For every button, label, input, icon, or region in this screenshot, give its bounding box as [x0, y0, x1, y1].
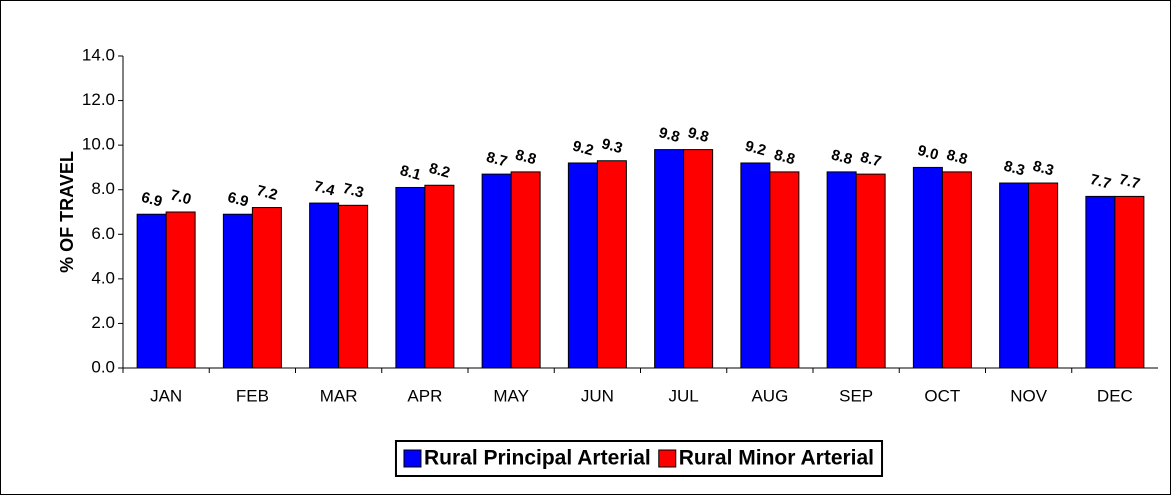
bar — [567, 162, 598, 369]
legend: Rural Principal Arterial Rural Minor Arte… — [394, 440, 884, 477]
value-label: 9.8 — [686, 124, 711, 146]
value-label: 8.7 — [484, 149, 509, 171]
x-tick-label: OCT — [924, 386, 960, 405]
x-tick-label: APR — [407, 386, 442, 405]
y-tick-label: 2.0 — [91, 313, 115, 332]
value-label: 6.9 — [139, 189, 164, 211]
y-tick-label: 14.0 — [82, 45, 115, 64]
value-label: 7.0 — [168, 187, 193, 209]
legend-swatch — [403, 449, 422, 468]
x-tick-label: JUN — [581, 386, 614, 405]
value-label: 9.2 — [571, 138, 596, 160]
x-tick-label: JAN — [150, 386, 182, 405]
bar — [1114, 195, 1145, 369]
value-label: 9.3 — [600, 135, 625, 157]
value-label: 6.9 — [226, 189, 251, 211]
bar — [481, 173, 512, 369]
bar — [395, 186, 426, 369]
y-tick-label: 0.0 — [91, 357, 115, 376]
bar — [510, 171, 541, 369]
bar — [912, 166, 943, 369]
x-tick-label: NOV — [1010, 386, 1048, 405]
value-label: 7.7 — [1088, 171, 1113, 193]
x-tick-label: SEP — [839, 386, 873, 405]
bar — [165, 211, 196, 369]
value-label: 8.8 — [829, 146, 854, 168]
bar — [338, 204, 369, 369]
legend-swatch — [658, 449, 677, 468]
y-axis-label: % OF TRAVEL — [57, 151, 77, 273]
value-label: 9.2 — [743, 138, 768, 160]
y-tick-label: 12.0 — [82, 90, 115, 109]
bar — [826, 171, 857, 369]
value-label: 7.3 — [341, 180, 366, 202]
x-tick-label: AUG — [751, 386, 788, 405]
bar — [136, 213, 167, 369]
value-label: 8.8 — [772, 146, 797, 168]
value-label: 7.7 — [1117, 171, 1142, 193]
value-label: 9.0 — [916, 142, 941, 164]
y-tick-label: 6.0 — [91, 224, 115, 243]
value-label: 8.3 — [1002, 158, 1027, 180]
bar — [309, 202, 340, 369]
bar — [855, 173, 886, 369]
value-label: 8.8 — [513, 146, 538, 168]
bar — [654, 149, 685, 369]
bar — [683, 149, 714, 369]
value-label: 8.2 — [427, 160, 452, 182]
legend-label: Rural Principal Arterial — [424, 447, 651, 470]
value-label: 8.8 — [945, 146, 970, 168]
x-tick-label: MAY — [493, 386, 529, 405]
value-label: 8.1 — [398, 162, 423, 184]
y-tick-label: 8.0 — [91, 179, 115, 198]
y-tick-label: 4.0 — [91, 268, 115, 287]
x-tick-label: MAR — [320, 386, 358, 405]
bar — [740, 162, 771, 369]
value-label: 7.4 — [312, 178, 337, 200]
bar — [596, 160, 627, 369]
bar — [769, 171, 800, 369]
y-tick-label: 10.0 — [82, 135, 115, 154]
bar — [941, 171, 972, 369]
value-label: 8.7 — [858, 149, 883, 171]
value-label: 9.8 — [657, 124, 682, 146]
x-tick-label: DEC — [1097, 386, 1133, 405]
x-tick-label: JUL — [669, 386, 699, 405]
value-label: 8.3 — [1031, 158, 1056, 180]
legend-label: Rural Minor Arterial — [679, 447, 874, 470]
bar — [222, 213, 253, 369]
bar — [999, 182, 1030, 369]
bar — [424, 184, 455, 369]
legend-box — [394, 440, 884, 477]
value-label: 7.2 — [255, 182, 280, 204]
bar — [251, 207, 282, 369]
bar — [1085, 195, 1116, 369]
x-tick-label: FEB — [236, 386, 269, 405]
bar — [1028, 182, 1059, 369]
